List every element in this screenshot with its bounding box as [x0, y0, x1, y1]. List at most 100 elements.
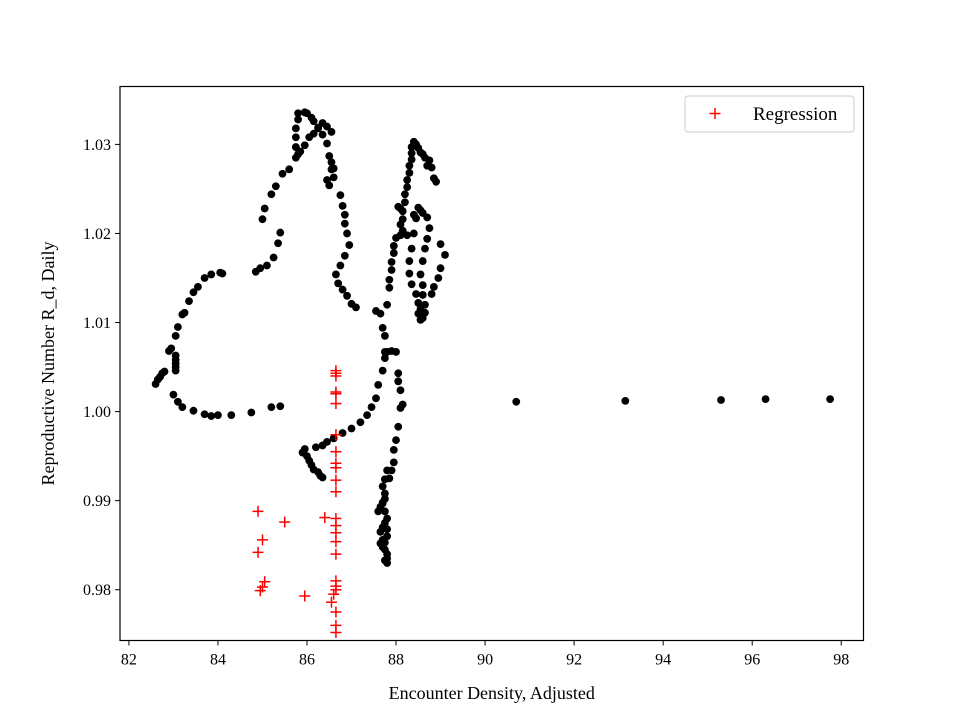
data-point [343, 229, 351, 238]
data-point [271, 182, 280, 191]
data-point [336, 191, 345, 200]
data-point [325, 152, 334, 160]
regression-point [330, 584, 342, 596]
data-point [294, 150, 302, 159]
data-point [405, 257, 414, 265]
data-point [409, 229, 418, 238]
data-point [416, 270, 425, 279]
x-tick-label: 82 [121, 652, 137, 669]
data-point [761, 395, 770, 404]
regression-point [325, 596, 337, 608]
data-point [372, 394, 380, 403]
data-point [300, 445, 309, 453]
data-point [396, 220, 405, 229]
data-point [385, 474, 394, 483]
data-point [267, 403, 276, 412]
regression-point [319, 512, 331, 524]
data-point [274, 239, 282, 248]
regression-point [330, 474, 342, 486]
data-point [189, 406, 198, 415]
data-point [389, 249, 398, 257]
y-axis-ticks: 0.98 0.99 1.00 1.01 1.02 1.03 [83, 137, 120, 599]
legend: Regression [684, 95, 855, 133]
data-point [169, 390, 178, 399]
data-point [173, 323, 182, 331]
data-point [227, 411, 236, 420]
data-point [403, 176, 412, 184]
data-point [387, 258, 396, 266]
data-point [340, 251, 349, 260]
data-point [325, 181, 334, 190]
data-point [429, 283, 438, 291]
data-point [294, 115, 302, 124]
data-point [378, 523, 387, 532]
data-point [392, 348, 400, 356]
data-point [356, 418, 365, 427]
regression-point [279, 516, 291, 528]
data-point [323, 139, 331, 148]
data-point [347, 424, 356, 433]
data-point [394, 369, 403, 378]
data-point [403, 183, 412, 192]
data-point [367, 403, 376, 412]
x-axis-ticks: 82 84 86 88 90 92 94 96 98 [121, 640, 849, 669]
data-point [387, 266, 396, 274]
data-point [291, 124, 300, 133]
plot-points [151, 108, 835, 638]
legend-plus-icon [709, 108, 721, 119]
regression-point [330, 626, 342, 638]
data-point [291, 143, 300, 151]
data-point [347, 299, 356, 308]
regression-point [252, 505, 264, 517]
regression-point [330, 548, 342, 560]
data-point [434, 274, 443, 282]
data-point [423, 213, 432, 222]
data-point [345, 241, 354, 249]
data-point [717, 396, 725, 404]
data-point [405, 161, 414, 170]
data-point [396, 231, 405, 240]
y-axis-title: Reproductive Number R_d, Daily [38, 242, 58, 486]
data-point [396, 404, 405, 412]
data-point [173, 397, 182, 406]
data-point [427, 290, 436, 298]
x-tick-label: 92 [566, 652, 582, 669]
data-point [327, 165, 336, 174]
data-point [378, 366, 387, 375]
data-point [340, 219, 349, 228]
data-point [394, 377, 403, 386]
data-point [285, 165, 294, 174]
regression-point [299, 590, 311, 602]
regression-point [330, 446, 342, 458]
regression-point [254, 585, 266, 597]
data-point [396, 386, 405, 395]
data-point [418, 281, 427, 290]
data-point [441, 250, 449, 259]
data-point [318, 130, 327, 139]
data-point [294, 109, 302, 118]
data-point [405, 269, 414, 278]
regression-point [328, 588, 340, 600]
data-point [311, 443, 320, 452]
data-point [401, 190, 409, 199]
data-point [436, 264, 445, 273]
data-point [407, 155, 416, 164]
data-point [180, 308, 189, 317]
data-point [414, 299, 423, 307]
data-point [385, 283, 394, 292]
regression-point [259, 576, 271, 588]
data-point [412, 290, 420, 298]
y-tick-label: 1.00 [83, 404, 111, 421]
data-point [416, 315, 425, 324]
legend-marker-regression [709, 108, 721, 119]
data-point [380, 354, 389, 363]
y-tick-label: 1.02 [83, 226, 111, 243]
data-point [343, 291, 351, 300]
regression-point [256, 534, 268, 546]
data-point [247, 408, 256, 417]
data-point [412, 214, 420, 223]
data-point [171, 331, 180, 340]
regression-point [330, 388, 342, 400]
data-point [512, 397, 521, 406]
data-point [327, 128, 336, 136]
